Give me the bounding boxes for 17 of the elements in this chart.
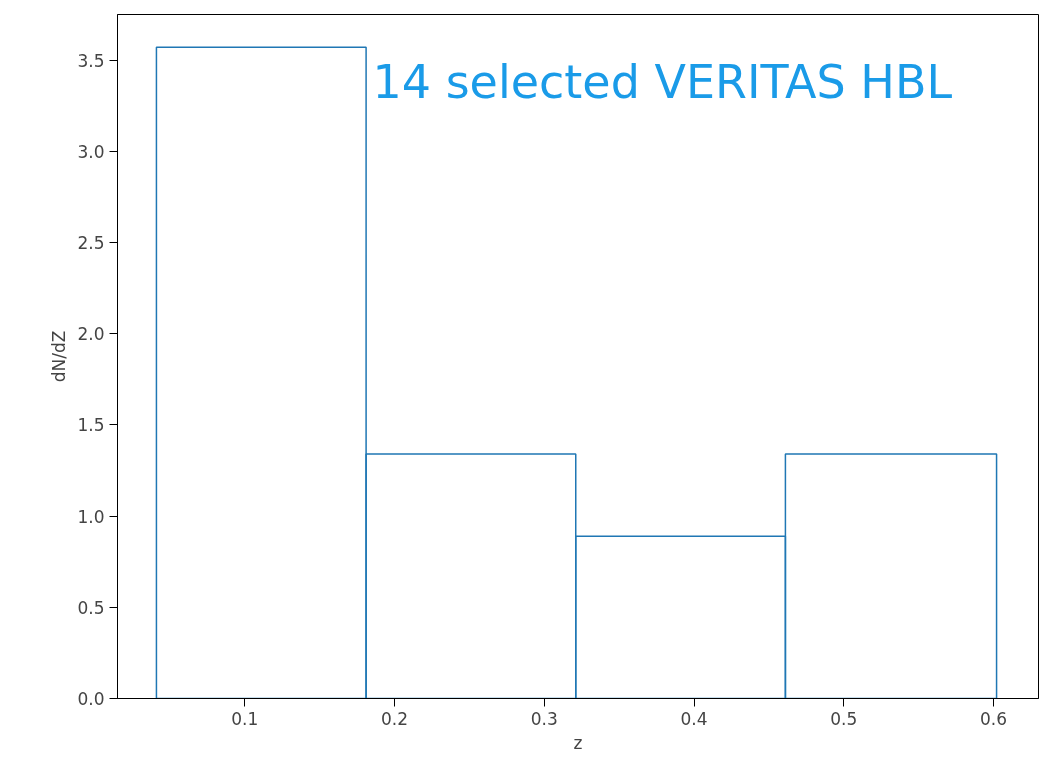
x-tick-label: 0.4 [680, 708, 708, 729]
y-tick-label: 1.0 [77, 506, 105, 527]
x-tick-label: 0.1 [231, 708, 259, 729]
y-tick-label: 0.0 [77, 689, 105, 709]
y-tick-label: 1.5 [77, 415, 105, 436]
x-tick-label: 0.5 [830, 708, 858, 729]
x-tick-label: 0.3 [530, 708, 558, 729]
x-tick-label: 0.2 [381, 708, 409, 729]
y-tick-label: 2.5 [77, 233, 105, 253]
y-tick-label: 3.0 [77, 141, 105, 162]
y-tick-label: 2.0 [77, 324, 105, 345]
x-axis-title: z [573, 732, 583, 753]
annotation: 14 selected VERITAS HBL [372, 54, 953, 109]
y-tick-label: 3.5 [77, 50, 105, 71]
x-tick-label: 0.6 [980, 708, 1008, 729]
y-axis-title: dN/dZ [49, 330, 70, 383]
y-tick-label: 0.5 [77, 597, 105, 618]
